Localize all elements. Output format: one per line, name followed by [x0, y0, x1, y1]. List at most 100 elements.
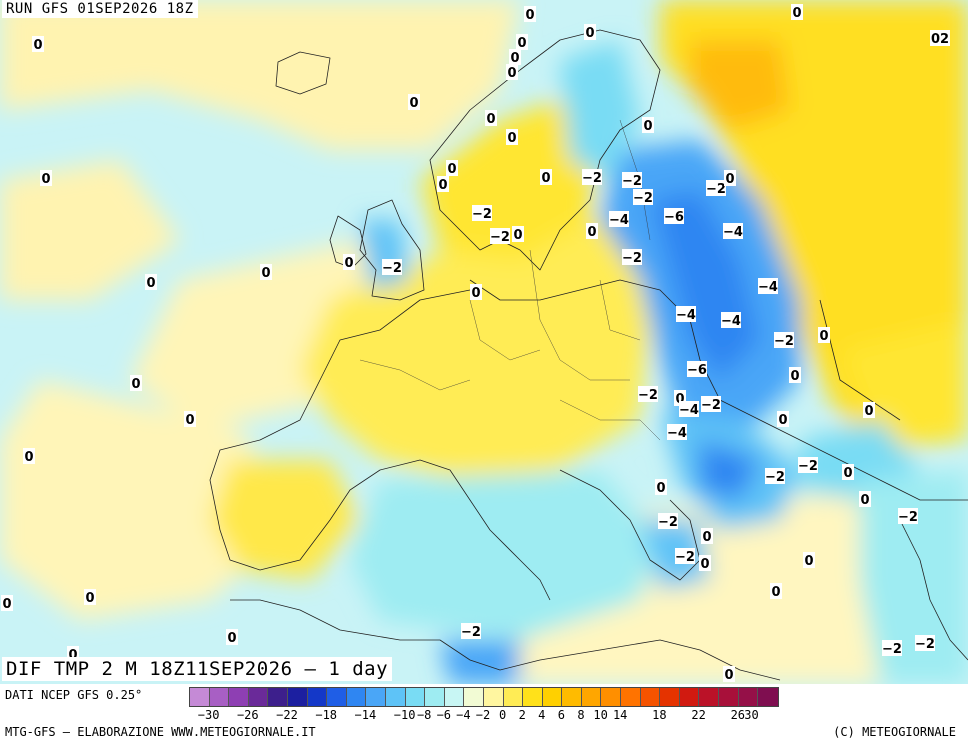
scale-tick-label: −26: [236, 708, 259, 722]
svg-text:−4: −4: [723, 225, 743, 240]
map-value-label: 0: [859, 491, 871, 508]
map-value-label: 0: [842, 464, 854, 481]
scale-tick-label: 4: [538, 708, 546, 722]
svg-text:0: 0: [185, 413, 194, 428]
svg-text:−4: −4: [676, 308, 696, 323]
svg-text:0: 0: [513, 228, 522, 243]
color-swatch: [287, 688, 308, 706]
color-swatch: [679, 688, 700, 706]
map-value-label: 0: [260, 264, 272, 281]
color-swatch: [444, 688, 465, 706]
svg-text:0: 0: [792, 6, 801, 21]
svg-text:02: 02: [931, 32, 949, 47]
color-swatch: [719, 688, 739, 706]
map-value-label: 0: [84, 589, 96, 606]
color-swatch: [483, 688, 504, 706]
map-value-label: 0: [509, 49, 521, 66]
map-value-label: 0: [446, 160, 458, 177]
color-swatch: [503, 688, 524, 706]
map-value-label: 0: [506, 129, 518, 146]
map-value-label: −6: [664, 208, 684, 225]
svg-text:−2: −2: [382, 261, 402, 276]
color-swatch: [562, 688, 582, 706]
svg-text:−2: −2: [461, 625, 481, 640]
color-swatch: [385, 688, 406, 706]
map-value-label: −4: [676, 306, 696, 323]
scale-tick-label: −22: [276, 708, 298, 722]
svg-text:0: 0: [510, 51, 519, 66]
svg-text:0: 0: [33, 38, 42, 53]
map-value-label: 0: [23, 448, 35, 465]
scale-tick-label: 8: [577, 708, 585, 722]
map-value-label: −2: [582, 169, 602, 186]
svg-text:−6: −6: [664, 210, 684, 225]
color-swatch: [660, 688, 680, 706]
map-value-label: 0: [724, 170, 736, 187]
map-value-label: 0: [770, 583, 782, 600]
svg-text:−2: −2: [490, 230, 510, 245]
map-value-label: 0: [343, 254, 355, 271]
color-swatch: [307, 688, 328, 706]
svg-text:−2: −2: [658, 515, 678, 530]
svg-text:0: 0: [585, 26, 594, 41]
svg-text:0: 0: [471, 286, 480, 301]
svg-text:−2: −2: [706, 182, 726, 197]
map-value-label: 0: [516, 34, 528, 51]
map-value-label: 0: [32, 36, 44, 53]
svg-text:0: 0: [843, 466, 852, 481]
map-value-label: 0: [642, 117, 654, 134]
map-value-label: −2: [765, 468, 785, 485]
svg-text:0: 0: [131, 377, 140, 392]
scale-tick-label: 0: [498, 708, 507, 722]
svg-text:0: 0: [507, 131, 516, 146]
scale-tick-label: −8: [416, 708, 432, 722]
svg-text:0: 0: [438, 178, 447, 193]
map-value-label: 0: [470, 284, 482, 301]
map-value-label: 0: [863, 402, 875, 419]
scale-tick-label: 30: [744, 708, 759, 722]
map-value-label: −4: [679, 401, 699, 418]
map-value-label: −2: [490, 228, 510, 245]
map-value-label: 0: [130, 375, 142, 392]
svg-text:0: 0: [41, 172, 50, 187]
svg-text:−2: −2: [701, 398, 721, 413]
scale-tick-label: 6: [557, 708, 566, 722]
svg-text:0: 0: [68, 648, 77, 663]
map-value-label: 0: [586, 223, 598, 240]
svg-text:0: 0: [486, 112, 495, 127]
map-value-label: 0: [145, 274, 157, 291]
map-value-label: 0: [818, 327, 830, 344]
svg-text:0: 0: [2, 597, 11, 612]
map-value-label: −2: [658, 513, 678, 530]
scale-tick-label: 10: [593, 708, 608, 722]
map-value-label: 0: [408, 94, 420, 111]
svg-text:−2: −2: [582, 171, 602, 186]
svg-text:0: 0: [725, 172, 734, 187]
map-value-label: 0: [40, 170, 52, 187]
svg-text:0: 0: [344, 256, 353, 271]
scale-tick-label: −18: [315, 708, 338, 722]
map-value-label: −4: [609, 211, 629, 228]
map-value-label: 0: [512, 226, 524, 243]
map-value-label: −2: [898, 508, 918, 525]
map-value-label: −2: [774, 332, 794, 349]
map-value-label: −2: [675, 548, 695, 565]
svg-text:−2: −2: [882, 642, 902, 657]
map-value-label: −2: [633, 189, 653, 206]
svg-text:−2: −2: [774, 334, 794, 349]
map-value-label: −2: [622, 249, 642, 266]
svg-text:−4: −4: [721, 314, 741, 329]
map-value-label: −2: [622, 172, 642, 189]
map-value-label: 0: [524, 6, 536, 23]
map-value-label: −2: [701, 396, 721, 413]
map-value-label: 0: [226, 629, 238, 646]
svg-text:0: 0: [587, 225, 596, 240]
svg-text:−4: −4: [679, 403, 699, 418]
svg-text:0: 0: [24, 450, 33, 465]
svg-text:−2: −2: [638, 388, 658, 403]
scale-tick-label: −10: [393, 708, 416, 722]
svg-text:0: 0: [790, 369, 799, 384]
credits-right: (C) METEOGIORNALE: [833, 725, 956, 739]
color-scale-bar: [189, 687, 779, 707]
